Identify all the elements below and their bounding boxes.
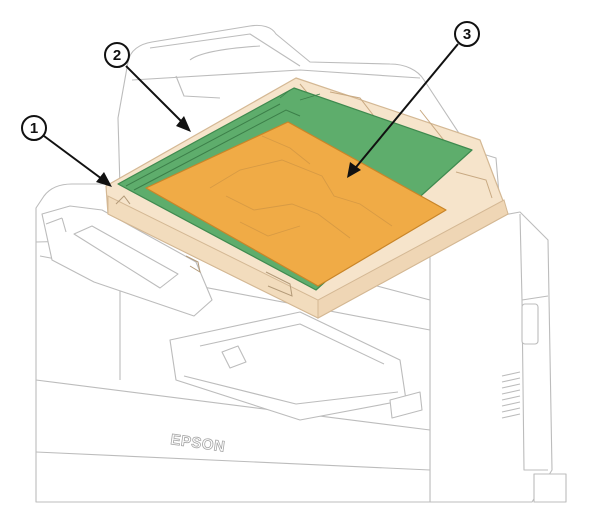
callout-3-circle [454,21,480,47]
callout-1: 1 [21,115,112,187]
scanner-glass-strip [125,103,301,191]
callout-1-arrowhead [96,172,112,187]
callout-2-arrowhead [176,116,191,132]
front-handle [389,391,423,419]
upper-housing-inner-line [175,45,261,99]
scanner-glass-assembly [105,77,509,319]
callout-1-number: 1 [30,120,38,137]
callout-3-arrowhead [347,162,361,178]
output-tray-inner [183,323,399,405]
right-handle [521,303,539,345]
upper-housing-top-line [131,33,421,81]
scanning-area-ghost-lines [209,135,393,239]
callout-3-leader [351,43,459,173]
callout-2-leader [125,65,187,127]
callout-2-circle [104,42,130,68]
front-drawer-line [35,451,431,471]
callout-1-leader [43,135,107,183]
output-tray-stopper [221,345,247,369]
callout-3: 3 [347,21,480,178]
glass-cover-left-tabs [115,195,293,297]
callout-3-number: 3 [463,26,471,43]
callout-1-circle [21,115,47,141]
right-vent [501,371,521,419]
callout-2: 2 [104,42,191,132]
right-foot [533,473,567,503]
glass-cover-right-edge [317,199,509,319]
callout-2-number: 2 [113,47,121,64]
glass-cover-hinge-lines [299,83,493,199]
control-panel-edge [45,217,67,233]
right-side-inner [519,213,549,471]
right-side-panel [429,211,553,503]
control-panel-screen [73,225,179,289]
scanning-area [145,121,447,287]
